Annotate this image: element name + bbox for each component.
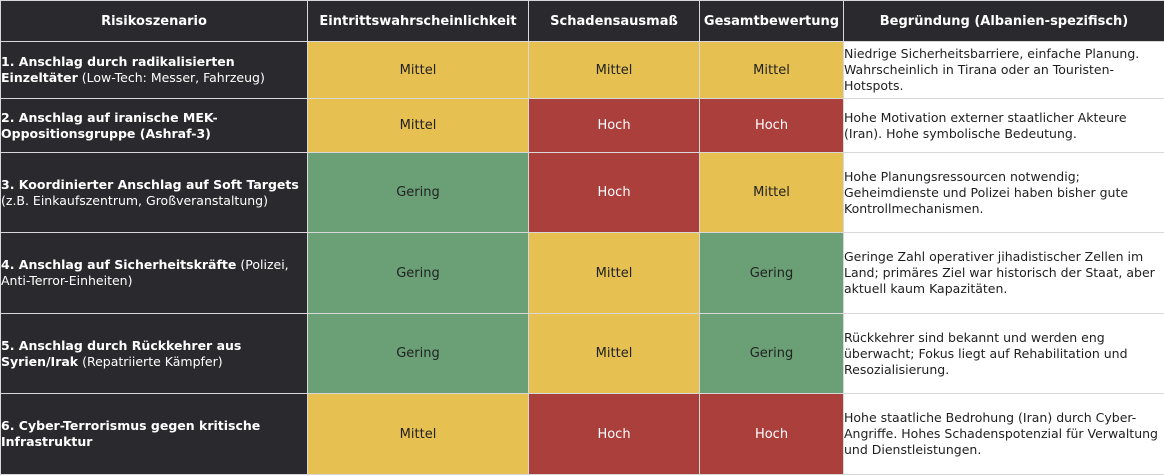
header-risk-scenario: Risikoszenario [0,0,308,42]
overall-rating: Hoch [699,393,844,475]
scenario-detail: (Low-Tech: Messer, Fahrzeug) [81,70,265,85]
probability-rating: Mittel [307,393,529,475]
justification-text: Hohe Motivation externer staatlicher Akt… [843,98,1164,153]
scenario-detail: (z.B. Einkaufszentrum, Großveranstaltung… [1,192,269,208]
scenario-title: 2. Anschlag auf iranische MEK-Opposition… [1,109,218,141]
probability-rating: Mittel [307,41,529,99]
header-row: Risikoszenario Eintrittswahrscheinlichke… [0,0,1164,42]
scenario-title: 4. Anschlag auf Sicherheitskräfte [1,257,237,272]
table-row: 4. Anschlag auf Sicherheitskräfte (Poliz… [0,232,1164,314]
table-row: 6. Cyber-Terrorismus gegen kritische Inf… [0,393,1164,475]
justification-text: Geringe Zahl operativer jihadistischer Z… [843,232,1164,314]
scenario-cell: 3. Koordinierter Anschlag auf Soft Targe… [0,152,308,233]
probability-rating: Mittel [307,98,529,153]
header-probability: Eintrittswahrscheinlichkeit [307,0,529,42]
overall-rating: Gering [699,313,844,394]
impact-rating: Hoch [528,152,700,233]
scenario-cell: 2. Anschlag auf iranische MEK-Opposition… [0,98,308,153]
overall-rating: Mittel [699,152,844,233]
scenario-title: 3. Koordinierter Anschlag auf Soft Targe… [1,176,299,192]
scenario-detail: (Repatriierte Kämpfer) [82,353,223,369]
justification-text: Hohe Planungsressourcen notwendig; Gehei… [843,152,1164,233]
impact-rating: Mittel [528,232,700,314]
probability-rating: Gering [307,232,529,314]
scenario-cell: 4. Anschlag auf Sicherheitskräfte (Poliz… [0,232,308,314]
header-justification: Begründung (Albanien-spezifisch) [843,0,1164,42]
table-row: 1. Anschlag durch radikalisierten Einzel… [0,41,1164,99]
impact-rating: Hoch [528,98,700,153]
scenario-title: 5. Anschlag durch Rückkehrer aus Syrien/… [1,337,242,369]
scenario-title: 6. Cyber-Terrorismus gegen kritische Inf… [1,418,261,449]
probability-rating: Gering [307,313,529,394]
header-impact: Schadensausmaß [528,0,700,42]
header-overall-rating: Gesamtbewertung [699,0,844,42]
table-row: 5. Anschlag durch Rückkehrer aus Syrien/… [0,313,1164,394]
scenario-detail: (Polizei, Anti-Terror-Einheiten) [1,257,289,288]
scenario-cell: 1. Anschlag durch radikalisierten Einzel… [0,41,308,99]
table-header: Risikoszenario Eintrittswahrscheinlichke… [0,0,1164,42]
overall-rating: Mittel [699,41,844,99]
justification-text: Rückkehrer sind bekannt und werden eng ü… [843,313,1164,394]
probability-rating: Gering [307,152,529,233]
impact-rating: Mittel [528,41,700,99]
scenario-cell: 6. Cyber-Terrorismus gegen kritische Inf… [0,393,308,475]
table-body: 1. Anschlag durch radikalisierten Einzel… [0,41,1164,475]
impact-rating: Mittel [528,313,700,394]
scenario-title: 1. Anschlag durch radikalisierten Einzel… [1,54,235,85]
scenario-cell: 5. Anschlag durch Rückkehrer aus Syrien/… [0,313,308,394]
table-row: 3. Koordinierter Anschlag auf Soft Targe… [0,152,1164,233]
overall-rating: Gering [699,232,844,314]
impact-rating: Hoch [528,393,700,475]
table-row: 2. Anschlag auf iranische MEK-Opposition… [0,98,1164,153]
justification-text: Hohe staatliche Bedrohung (Iran) durch C… [843,393,1164,475]
overall-rating: Hoch [699,98,844,153]
justification-text: Niedrige Sicherheitsbarriere, einfache P… [843,41,1164,99]
